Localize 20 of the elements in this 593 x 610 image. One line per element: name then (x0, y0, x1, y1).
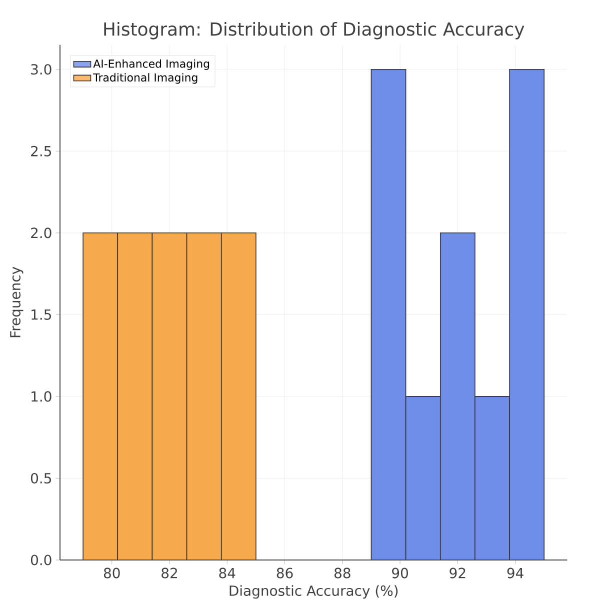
y-axis-title: Frequency (10, 266, 24, 338)
x-tick-label: 86 (276, 568, 293, 578)
chart-title: Histogram: Distribution of Diagnostic Accuracy (104, 22, 524, 40)
y-tick-label: 2.0 (31, 228, 52, 238)
x-tick-label: 84 (219, 568, 236, 578)
y-tick-label: 0.5 (30, 472, 52, 484)
y-tick-label: 3.0 (31, 64, 52, 75)
y-tick-label: 1.5 (32, 309, 52, 320)
x-axis-title: Diagnostic Accuracy (%) (230, 585, 398, 599)
x-tick-label: 80 (104, 568, 120, 578)
x-tick-label: 82 (162, 568, 177, 578)
x-tick-label: 90 (392, 568, 408, 578)
x-tick-label: 94 (507, 568, 524, 578)
y-tick-label: 1.0 (32, 391, 52, 402)
legend-label: Traditional Imaging (93, 73, 198, 84)
x-tick-label: 92 (450, 568, 466, 578)
y-tick-label: 0.0 (30, 554, 52, 566)
x-tick-label: 88 (334, 568, 350, 578)
y-tick-label: 2.5 (31, 146, 52, 156)
legend-label: AI-Enhanced Imaging (93, 59, 210, 70)
